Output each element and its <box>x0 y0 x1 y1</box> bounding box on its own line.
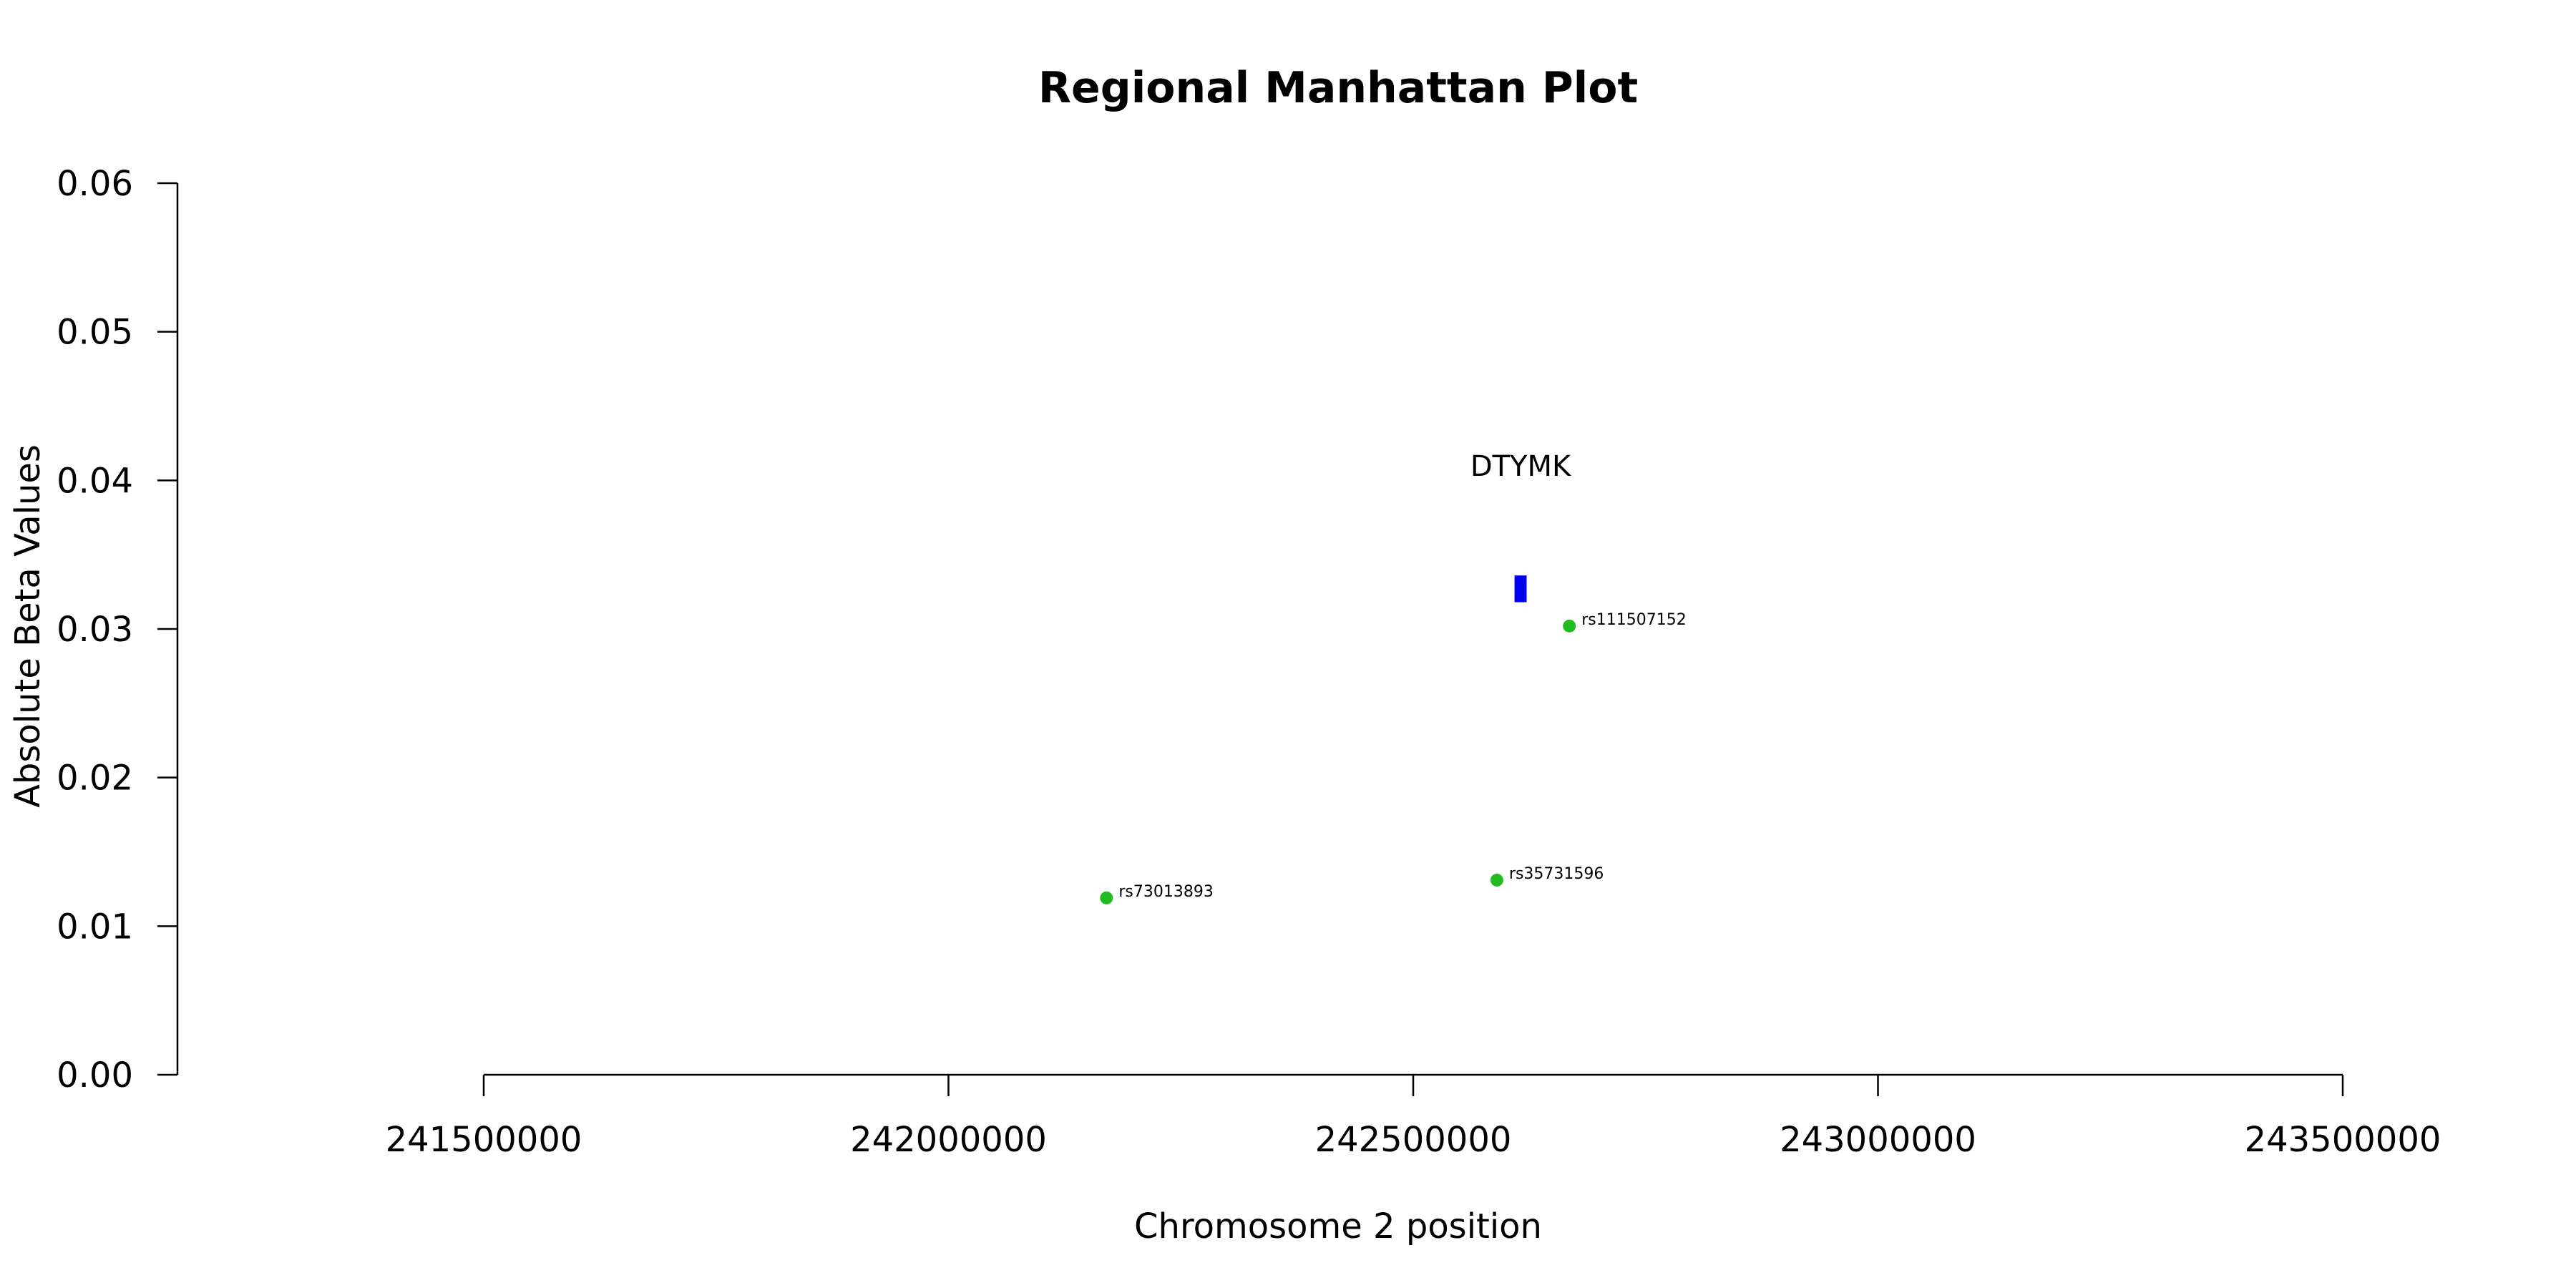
snp-label: rs73013893 <box>1118 883 1213 901</box>
y-tick-label: 0.04 <box>57 461 133 501</box>
snp-label: rs111507152 <box>1581 611 1686 629</box>
gene-box <box>1514 575 1527 602</box>
axes: 0.00 0.01 0.02 0.03 0.04 0.05 0.06 241500000 242… <box>57 164 2441 1160</box>
y-tick-label: 0.00 <box>57 1055 133 1096</box>
snp-label: rs35731596 <box>1509 865 1604 883</box>
x-tick-label: 242000000 <box>850 1120 1047 1160</box>
x-tick-label: 243500000 <box>2245 1120 2441 1160</box>
y-tick-label: 0.06 <box>57 164 133 204</box>
chart-title: Regional Manhattan Plot <box>1038 63 1638 113</box>
snp-point <box>1563 619 1576 633</box>
gene-label: DTYMK <box>1470 450 1572 483</box>
snp-point <box>1100 891 1113 904</box>
y-tick-label: 0.02 <box>57 758 133 799</box>
y-tick-label: 0.03 <box>57 610 133 650</box>
data-marks: DTYMK rs73013893 rs35731596 rs111507152 <box>1100 450 1687 904</box>
y-tick-label: 0.05 <box>57 313 133 353</box>
y-tick-label: 0.01 <box>57 907 133 947</box>
x-tick-label: 241500000 <box>386 1120 582 1160</box>
x-axis-title: Chromosome 2 position <box>1134 1206 1542 1246</box>
y-axis-title: Absolute Beta Values <box>8 444 48 808</box>
x-tick-label: 243000000 <box>1780 1120 1976 1160</box>
snp-point <box>1490 873 1503 887</box>
x-tick-label: 242500000 <box>1315 1120 1512 1160</box>
